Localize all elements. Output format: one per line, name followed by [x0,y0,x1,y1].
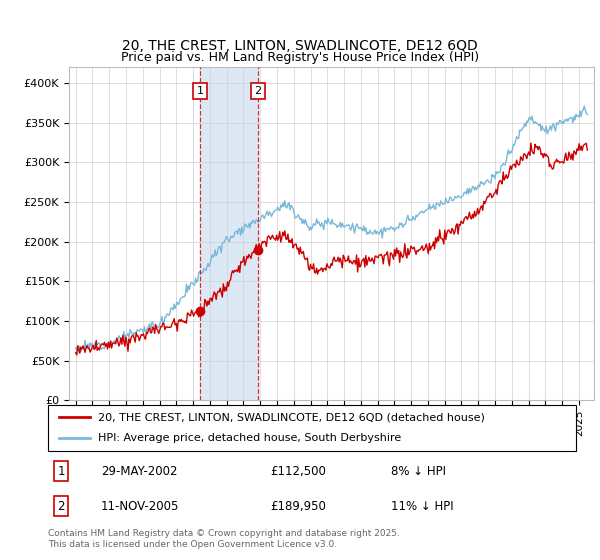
Bar [200,67,258,400]
Text: 20, THE CREST, LINTON, SWADLINCOTE, DE12 6QD: 20, THE CREST, LINTON, SWADLINCOTE, DE12… [122,39,478,53]
Text: 11-NOV-2005: 11-NOV-2005 [101,500,179,512]
Text: HPI: Average price, detached house, South Derbyshire: HPI: Average price, detached house, Sout… [98,433,401,444]
Text: 1: 1 [58,465,65,478]
Text: 11% ↓ HPI: 11% ↓ HPI [391,500,454,512]
Text: 1: 1 [196,86,203,96]
Text: 29-MAY-2002: 29-MAY-2002 [101,465,178,478]
Text: £189,950: £189,950 [270,500,326,512]
Text: 2: 2 [254,86,262,96]
Text: £112,500: £112,500 [270,465,326,478]
Text: 20, THE CREST, LINTON, SWADLINCOTE, DE12 6QD (detached house): 20, THE CREST, LINTON, SWADLINCOTE, DE12… [98,412,485,422]
Text: Contains HM Land Registry data © Crown copyright and database right 2025.
This d: Contains HM Land Registry data © Crown c… [48,529,400,549]
Text: 2: 2 [58,500,65,512]
Text: Price paid vs. HM Land Registry's House Price Index (HPI): Price paid vs. HM Land Registry's House … [121,51,479,64]
Text: 8% ↓ HPI: 8% ↓ HPI [391,465,446,478]
